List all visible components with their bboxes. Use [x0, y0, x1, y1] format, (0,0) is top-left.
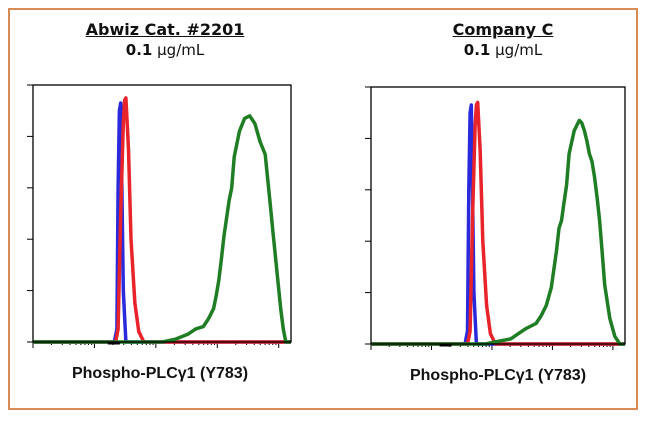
panel-1-conc-unit: µg/mL: [157, 41, 205, 59]
panel-1-x-axis-label: Phospho-PLCγ1 (Y783): [71, 365, 249, 382]
panel-2-plot-frame: [370, 86, 626, 345]
panel-2-blue-histogram: [371, 103, 625, 346]
panel-1-title: Abwiz Cat. #2201: [85, 20, 245, 39]
panel-2-header: Company C 0.1 µg/mL: [378, 20, 628, 60]
panel-2-conc-value: 0.1: [463, 41, 491, 59]
panel-2-concentration: 0.1 µg/mL: [378, 40, 628, 60]
panel-2-x-axis-label: Phospho-PLCγ1 (Y783): [409, 367, 587, 384]
panel-1-green-histogram: [33, 114, 291, 344]
panel-1-plot-frame: [32, 84, 292, 343]
panel-1-blue-histogram: [33, 101, 291, 344]
panel-1-conc-value: 0.1: [125, 41, 153, 59]
panel-2-green-histogram: [371, 118, 625, 346]
panel-1-concentration: 0.1 µg/mL: [40, 40, 290, 60]
figure-frame: [8, 8, 638, 410]
panel-2-conc-unit: µg/mL: [495, 41, 543, 59]
panel-1-header: Abwiz Cat. #2201 0.1 µg/mL: [40, 20, 290, 60]
panel-2-red-histogram: [371, 100, 625, 346]
panel-2-title: Company C: [452, 20, 554, 39]
panel-1-red-histogram: [33, 96, 291, 344]
